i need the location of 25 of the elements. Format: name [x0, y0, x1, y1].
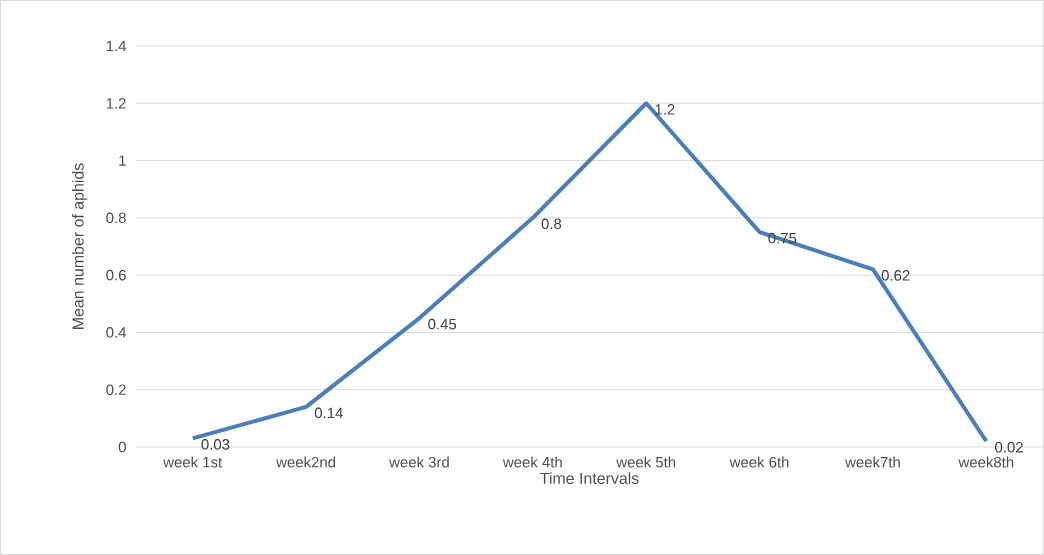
data-label: 0.02: [995, 441, 1023, 453]
data-label: 1.2: [655, 104, 675, 115]
x-axis-title: Time Intervals: [540, 472, 639, 485]
y-tick-label: 1.2: [106, 98, 126, 109]
data-label: 0.62: [881, 270, 910, 281]
y-axis-title: Mean number of aphids: [72, 163, 87, 329]
y-tick-label: 1.4: [106, 40, 127, 52]
y-tick-label: 0.8: [106, 212, 126, 224]
x-tick-label: week 3rd: [389, 456, 449, 468]
x-tick-label: week 4th: [502, 456, 562, 468]
y-tick-label: 0.4: [106, 327, 127, 338]
x-tick-label: week2nd: [276, 456, 335, 468]
data-label: 0.8: [541, 218, 562, 230]
y-tick-label: 0: [118, 441, 126, 453]
x-tick-label: week 1st: [163, 456, 223, 468]
x-tick-label: week 6th: [729, 456, 789, 468]
x-tick-label: week7th: [845, 456, 900, 468]
data-label: 0.45: [428, 318, 457, 330]
y-tick-label: 0.6: [106, 269, 126, 281]
data-label: 0.14: [314, 407, 343, 419]
x-tick-label: week8th: [958, 456, 1014, 468]
x-tick-label: week 5th: [616, 456, 676, 468]
data-label: 0.03: [201, 439, 230, 450]
y-tick-label: 1: [119, 155, 126, 166]
y-tick-label: 0.2: [106, 384, 126, 395]
